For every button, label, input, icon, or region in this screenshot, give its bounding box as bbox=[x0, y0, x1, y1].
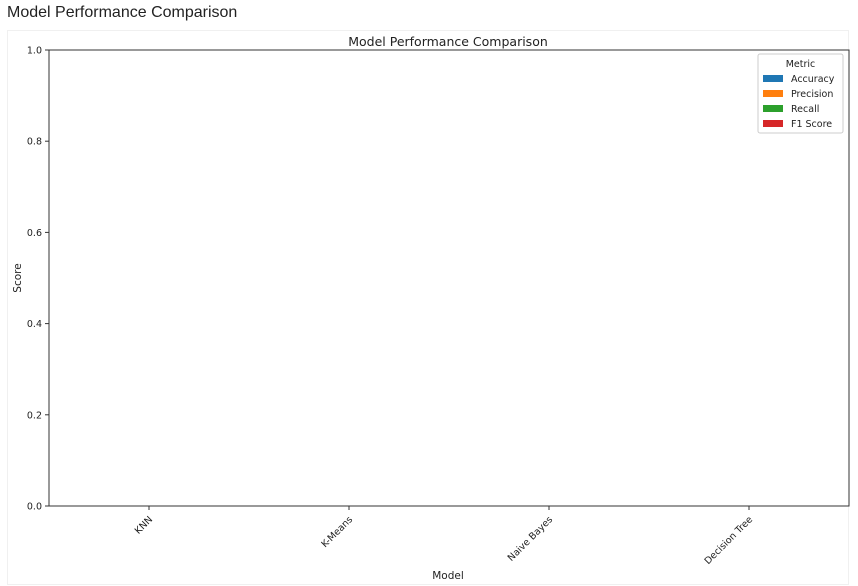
x-axis-label: Model bbox=[432, 570, 464, 582]
legend-swatch bbox=[763, 120, 783, 127]
x-tick-label: K-Means bbox=[319, 514, 355, 550]
legend-entry: Accuracy bbox=[791, 74, 835, 85]
chart-title: Model Performance Comparison bbox=[348, 34, 548, 49]
y-axis-label: Score bbox=[12, 263, 24, 292]
plot-area bbox=[48, 49, 850, 507]
y-tick-label: 0.4 bbox=[27, 319, 42, 330]
legend: Metric Accuracy Precision Recall F1 Score bbox=[757, 53, 844, 134]
x-tick-label: Naive Bayes bbox=[506, 514, 555, 563]
legend-title: Metric bbox=[786, 59, 816, 70]
y-tick-label: 0.8 bbox=[27, 137, 42, 148]
legend-entry: Precision bbox=[791, 89, 833, 100]
chart-card: 0.0 0.2 0.4 0.6 0.8 1.0 KNN K-Means Naive Bayes D… bbox=[7, 30, 850, 585]
y-tick-label: 1.0 bbox=[27, 46, 42, 57]
x-tick-label: KNN bbox=[133, 514, 155, 536]
legend-swatch bbox=[763, 105, 783, 112]
legend-entry: Recall bbox=[791, 104, 819, 115]
y-tick-label: 0.2 bbox=[27, 410, 42, 421]
x-tick-label: Decision Tree bbox=[703, 514, 756, 567]
legend-swatch bbox=[763, 75, 783, 82]
legend-swatch bbox=[763, 90, 783, 97]
y-tick-label: 0.6 bbox=[27, 228, 42, 239]
legend-entry: F1 Score bbox=[791, 119, 832, 130]
chart-svg: 0.0 0.2 0.4 0.6 0.8 1.0 KNN K-Means Naive Bayes D… bbox=[12, 34, 850, 582]
legend-frame bbox=[757, 53, 844, 134]
y-tick-label: 0.0 bbox=[27, 502, 42, 513]
page-title: Model Performance Comparison bbox=[7, 4, 238, 21]
